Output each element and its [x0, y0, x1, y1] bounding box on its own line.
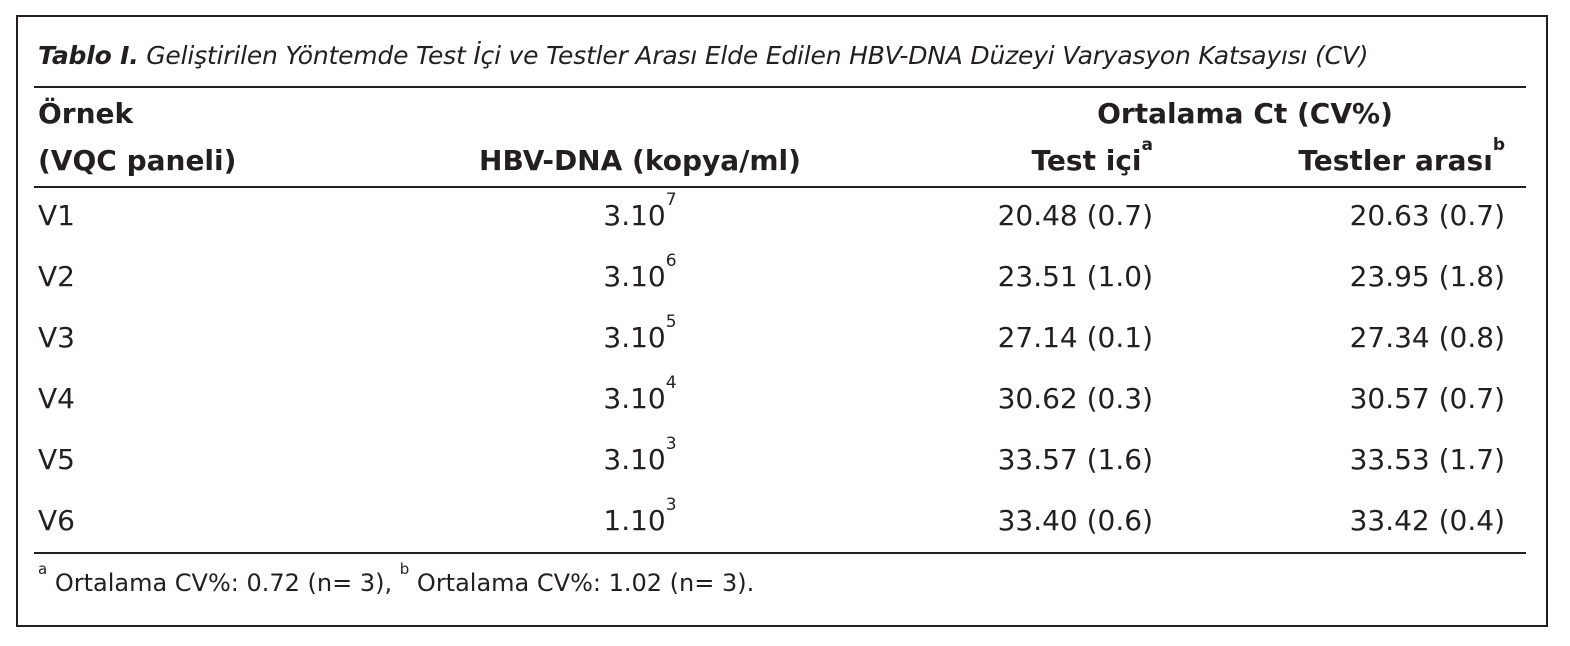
header-sample-line1: Örnek — [38, 97, 134, 130]
cell-hbv-dna: 3.104 — [440, 375, 840, 417]
bottom-rule — [34, 552, 1526, 554]
cell-hbv-base: 3.10 — [603, 443, 666, 476]
cell-hbv-dna: 3.103 — [440, 436, 840, 478]
cell-hbv-dna: 3.105 — [440, 314, 840, 356]
table-caption: Tablo I. Geliştirilen Yöntemde Test İçi … — [38, 38, 1538, 74]
cell-intra: 23.51 (1.0) — [997, 260, 1153, 293]
header-intra-label: Test içi — [1031, 144, 1142, 177]
cell-inter: 30.57 (0.7) — [1349, 382, 1505, 415]
header-hbv-dna: HBV-DNA (kopya/ml) — [479, 144, 801, 177]
cell-hbv-exponent: 3 — [665, 495, 677, 515]
cell-sample: V2 — [38, 260, 75, 293]
footnote-a-mark: a — [38, 560, 48, 578]
header-sample-line2: (VQC paneli) — [38, 144, 237, 177]
footnote-mark-a: a — [1141, 135, 1153, 155]
header-inter-label: Testler arası — [1298, 144, 1493, 177]
cell-hbv-dna: 3.106 — [440, 253, 840, 295]
cell-hbv-exponent: 6 — [665, 251, 677, 271]
cell-intra: 30.62 (0.3) — [997, 382, 1153, 415]
cell-intra: 33.40 (0.6) — [997, 504, 1153, 537]
table-footnote: a Ortalama CV%: 0.72 (n= 3), b Ortalama … — [38, 562, 755, 600]
cell-sample: V5 — [38, 443, 75, 476]
table-frame — [16, 15, 1548, 627]
footnote-mark-b: b — [1492, 135, 1505, 155]
footnote-b-mark: b — [399, 560, 410, 578]
cell-inter: 33.42 (0.4) — [1349, 504, 1505, 537]
header-intra: Test içia — [900, 137, 1153, 179]
cell-hbv-exponent: 7 — [665, 190, 677, 210]
cell-sample: V6 — [38, 504, 75, 537]
caption-label: Tablo I. — [38, 41, 139, 70]
cell-inter: 23.95 (1.8) — [1349, 260, 1505, 293]
header-mean-ct: Ortalama Ct (CV%) — [1097, 97, 1393, 130]
cell-hbv-exponent: 5 — [665, 312, 677, 332]
cell-inter: 27.34 (0.8) — [1349, 321, 1505, 354]
cell-intra: 20.48 (0.7) — [997, 199, 1153, 232]
top-rule — [34, 86, 1526, 88]
cell-hbv-base: 3.10 — [603, 321, 666, 354]
cell-inter: 20.63 (0.7) — [1349, 199, 1505, 232]
header-inter: Testler arasıb — [1200, 137, 1505, 179]
cell-sample: V1 — [38, 199, 75, 232]
header-rule — [34, 186, 1526, 188]
cell-hbv-dna: 1.103 — [440, 497, 840, 539]
cell-hbv-base: 3.10 — [603, 382, 666, 415]
cell-sample: V3 — [38, 321, 75, 354]
cell-hbv-base: 3.10 — [603, 260, 666, 293]
cell-intra: 27.14 (0.1) — [997, 321, 1153, 354]
cell-hbv-exponent: 3 — [665, 434, 677, 454]
cell-hbv-base: 1.10 — [603, 504, 666, 537]
cell-hbv-dna: 3.107 — [440, 192, 840, 234]
cell-inter: 33.53 (1.7) — [1349, 443, 1505, 476]
cell-hbv-exponent: 4 — [665, 373, 677, 393]
caption-text: Geliştirilen Yöntemde Test İçi ve Testle… — [146, 41, 1369, 70]
cell-intra: 33.57 (1.6) — [997, 443, 1153, 476]
cell-sample: V4 — [38, 382, 75, 415]
footnote-a-text: Ortalama CV%: 0.72 (n= 3), — [47, 569, 400, 597]
cell-hbv-base: 3.10 — [603, 199, 666, 232]
footnote-b-text: Ortalama CV%: 1.02 (n= 3). — [409, 569, 755, 597]
